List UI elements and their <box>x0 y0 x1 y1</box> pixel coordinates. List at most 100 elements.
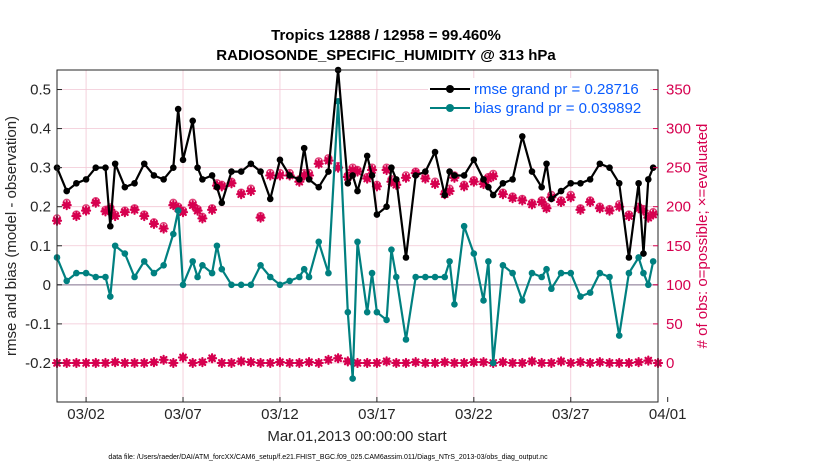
bias-point-2 <box>73 269 80 277</box>
bias-point-56 <box>499 261 507 269</box>
y-axis-right-label: # of obs: o=possible; ×=evaluated <box>694 124 711 349</box>
rmse-point-23 <box>237 168 245 175</box>
obs_evaluated-point-60 <box>536 196 547 208</box>
bias-point-15 <box>179 281 187 289</box>
obs_bottom-point-20 <box>245 357 256 368</box>
bias-point-35 <box>344 308 352 316</box>
obs_bottom-point-50 <box>536 357 547 369</box>
series-rmse <box>53 66 657 261</box>
bias-point-4 <box>92 273 100 281</box>
bias-point-68 <box>606 273 613 281</box>
obs_bottom-point-19 <box>236 356 247 367</box>
rmse-point-25 <box>257 168 264 175</box>
obs_evaluated-point-65 <box>575 204 586 215</box>
obs_bottom-point-60 <box>633 357 644 368</box>
y-axis-left-label: rmse and bias (model - observation) <box>3 116 20 356</box>
obs_bottom-point-41 <box>449 357 460 369</box>
rmse-point-3 <box>82 176 90 183</box>
obs_bottom-point-10 <box>148 357 160 368</box>
x-tick-label-6: 04/01 <box>649 406 687 423</box>
bias-point-63 <box>557 269 565 277</box>
rmse-point-20 <box>213 183 221 191</box>
obs_evaluated-point-73 <box>643 212 654 223</box>
series-bias <box>53 97 657 382</box>
y-right-tick-label-1: 50 <box>666 316 683 333</box>
rmse-point-30 <box>300 144 308 152</box>
obs_evaluated-point-39 <box>366 164 378 176</box>
obs_bottom-point-7 <box>119 357 130 369</box>
obs_bottom-point-37 <box>410 357 421 368</box>
obs_bottom-point-21 <box>255 357 266 369</box>
bias-point-21 <box>218 265 226 273</box>
rmse-point-5 <box>102 164 109 171</box>
rmse-point-42 <box>388 164 395 171</box>
obs_bottom-point-24 <box>284 357 295 369</box>
obs_evaluated-point-71 <box>633 203 644 214</box>
obs_evaluated-point-68 <box>604 205 615 216</box>
y-left-tick-label-2: 0 <box>43 277 51 294</box>
rmse-point-9 <box>131 179 138 187</box>
bias-point-73 <box>645 281 652 289</box>
obs_evaluated-point-34 <box>333 162 344 173</box>
obs_bottom-point-36 <box>400 357 412 369</box>
legend-bias-label: bias grand pr = 0.039892 <box>474 100 641 117</box>
rmse-point-1 <box>63 187 70 195</box>
y-right-tick-label-2: 100 <box>666 277 691 294</box>
obs_evaluated-point-38 <box>362 173 373 184</box>
bias-point-59 <box>528 269 536 277</box>
obs_bottom-point-5 <box>100 357 111 369</box>
y-left-tick-label-0: -0.2 <box>25 355 51 372</box>
bias-point-12 <box>160 261 167 269</box>
obs_evaluated-point-4 <box>90 197 101 208</box>
obs_evaluated-point-26 <box>265 170 276 181</box>
obs_bottom-point-39 <box>429 357 441 369</box>
obs_evaluated-point-42 <box>386 176 397 187</box>
obs_evaluated-point-67 <box>594 203 605 214</box>
rmse-point-69 <box>615 179 623 187</box>
bias-point-8 <box>121 250 129 257</box>
rmse-point-15 <box>179 156 187 164</box>
obs_bottom-point-34 <box>381 356 392 367</box>
rmse-point-29 <box>296 176 303 183</box>
rmse-point-71 <box>635 179 642 187</box>
obs_evaluated-point-7 <box>110 210 121 222</box>
rmse-point-28 <box>286 172 293 179</box>
bias-point-48 <box>441 273 449 281</box>
rmse-point-56 <box>499 179 507 187</box>
obs_bottom-point-57 <box>604 357 615 369</box>
bias-point-54 <box>485 258 492 265</box>
rmse-point-50 <box>451 172 458 179</box>
bias-point-44 <box>402 336 410 343</box>
bias-point-16 <box>189 258 197 265</box>
bias-point-57 <box>509 269 516 277</box>
bias-point-24 <box>247 281 255 289</box>
bias-point-45 <box>412 273 419 281</box>
bias-point-37 <box>354 238 361 246</box>
obs_evaluated-point-72 <box>638 205 649 216</box>
y-left-tick-label-7: 0.5 <box>30 82 51 99</box>
obs_evaluated-point-57 <box>507 193 518 204</box>
bias-point-67 <box>596 269 604 277</box>
obs_evaluated-point-37 <box>352 166 363 177</box>
obs_evaluated-point-25 <box>255 212 266 223</box>
obs_evaluated-point-47 <box>429 178 441 190</box>
obs_evaluated-point-56 <box>497 189 509 200</box>
bias-point-6 <box>107 293 114 300</box>
rmse-point-44 <box>402 254 410 261</box>
rmse-point-16 <box>189 117 197 125</box>
bias-point-32 <box>315 238 323 246</box>
obs_evaluated-point-16 <box>187 200 198 211</box>
obs_bottom-point-58 <box>614 357 625 369</box>
obs_evaluated-point-1 <box>61 200 72 211</box>
obs_bottom-point-18 <box>226 357 237 369</box>
data-file-footnote: data file: /Users/raeder/DAI/ATM_forcXX/… <box>108 454 548 461</box>
rmse-point-70 <box>625 254 633 261</box>
y-right-tick-label-3: 150 <box>666 238 691 255</box>
bias-point-53 <box>480 297 487 304</box>
obs_evaluated-point-11 <box>148 218 160 229</box>
obs_evaluated-point-74 <box>648 209 659 220</box>
bias-point-3 <box>82 269 90 277</box>
obs_evaluated-point-21 <box>216 181 227 192</box>
obs_evaluated-point-49 <box>444 185 455 197</box>
